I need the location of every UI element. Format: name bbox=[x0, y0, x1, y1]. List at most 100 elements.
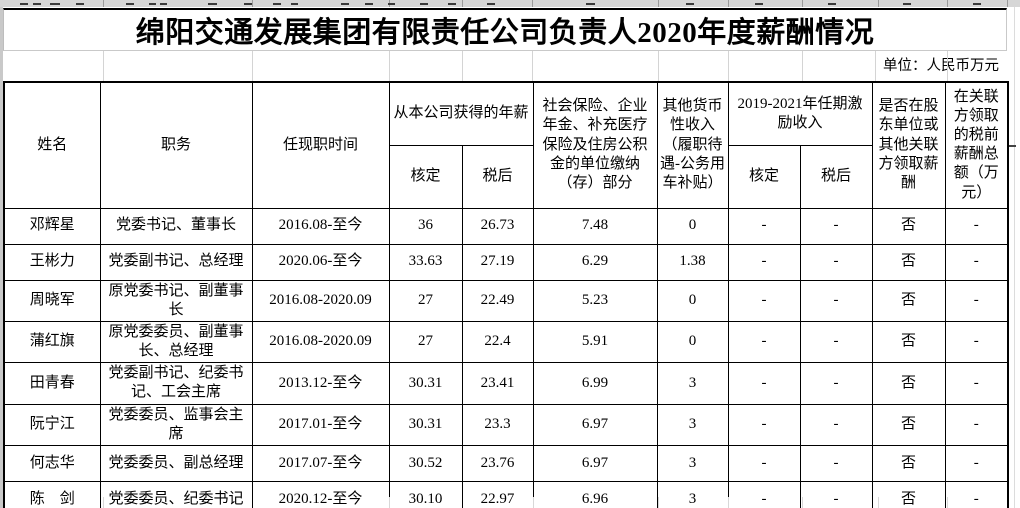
cell-other-income: 3 bbox=[656, 362, 729, 405]
table-row: 周晓军 原党委书记、副董事长 2016.08-2020.09 27 22.49 … bbox=[3, 279, 1009, 322]
col-header-position: 职务 bbox=[99, 81, 253, 209]
cell-incentive-approved: - bbox=[727, 279, 801, 322]
cell-after-tax: 23.76 bbox=[461, 445, 534, 482]
cell-approved: 30.31 bbox=[388, 362, 463, 405]
clipped-text-fragment bbox=[973, 3, 981, 5]
table-row: 何志华 党委委员、副总经理 2017.07-至今 30.52 23.76 6.9… bbox=[3, 445, 1009, 482]
table-row: 邓辉星 党委书记、董事长 2016.08-至今 36 26.73 7.48 0 … bbox=[3, 207, 1009, 245]
clipped-text-fragment bbox=[341, 3, 349, 5]
col-header-other-income: 其他货币性收入（履职待遇-公务用车补贴） bbox=[656, 81, 729, 209]
cell-name: 阮宁江 bbox=[3, 403, 101, 447]
cell-incentive-approved: - bbox=[727, 481, 801, 508]
cell-approved: 30.52 bbox=[388, 445, 463, 482]
sheet-gridline bbox=[252, 51, 253, 81]
clipped-cell-divider bbox=[103, 0, 104, 7]
sheet-gridline bbox=[875, 51, 876, 81]
clipped-cell-divider bbox=[728, 0, 729, 7]
cell-related-total: - bbox=[944, 445, 1009, 482]
clipped-text-fragment bbox=[33, 3, 41, 5]
page-left-edge bbox=[0, 7, 3, 508]
clipped-text-fragment bbox=[244, 3, 252, 5]
cell-approved: 27 bbox=[388, 279, 463, 322]
cell-after-tax: 23.41 bbox=[461, 362, 534, 405]
sheet-gridline-stub bbox=[802, 497, 803, 508]
cell-other-income: 0 bbox=[656, 207, 729, 245]
col-header-approved: 核定 bbox=[388, 144, 463, 209]
clipped-text-fragment bbox=[208, 3, 217, 5]
cell-incentive-approved: - bbox=[727, 362, 801, 405]
sheet-gridline bbox=[658, 51, 659, 81]
cell-incentive-approved: - bbox=[727, 403, 801, 447]
cell-after-tax: 27.19 bbox=[461, 243, 534, 281]
clipped-text-fragment bbox=[420, 3, 428, 5]
cell-position: 党委书记、董事长 bbox=[99, 207, 253, 245]
cell-approved: 33.63 bbox=[388, 243, 463, 281]
clipped-text-fragment bbox=[76, 3, 84, 5]
cell-other-income: 3 bbox=[656, 481, 729, 508]
cell-incentive-approved: - bbox=[727, 243, 801, 281]
cell-position: 党委委员、监事会主席 bbox=[99, 403, 253, 447]
table-row: 田青春 党委副书记、纪委书记、工会主席 2013.12-至今 30.31 23.… bbox=[3, 362, 1009, 405]
col-header-incentive-approved: 核定 bbox=[727, 144, 801, 209]
clipped-text-fragment bbox=[448, 3, 456, 5]
col-header-related-party-total: 在关联方领取的税前薪酬总额（万元） bbox=[944, 81, 1009, 209]
table-row: 王彬力 党委副书记、总经理 2020.06-至今 33.63 27.19 6.2… bbox=[3, 243, 1009, 281]
cell-related-party: 否 bbox=[871, 481, 946, 508]
sheet-gridline bbox=[532, 51, 533, 81]
sheet-gridline-stub bbox=[728, 497, 729, 508]
cell-social-insurance: 7.48 bbox=[532, 207, 658, 245]
salary-table: 姓名 职务 任现职时间 从本公司获得的年薪 社会保险、企业年金、补充医疗保险及住… bbox=[3, 81, 1010, 508]
clipped-cell-divider bbox=[252, 0, 253, 7]
sheet-gridline-right bbox=[1014, 7, 1015, 508]
clipped-text-fragment bbox=[149, 3, 156, 5]
cell-position: 党委副书记、纪委书记、工会主席 bbox=[99, 362, 253, 405]
clipped-text-fragment bbox=[365, 3, 373, 5]
cell-social-insurance: 6.96 bbox=[532, 481, 658, 508]
clipped-cell-divider bbox=[532, 0, 533, 7]
sheet-gridline-stub bbox=[878, 497, 879, 508]
sheet-gridline-stub bbox=[389, 497, 390, 508]
cell-position: 党委委员、副总经理 bbox=[99, 445, 253, 482]
table-row: 陈 剑 党委委员、纪委书记 2020.12-至今 30.10 22.97 6.9… bbox=[3, 481, 1009, 508]
cell-social-insurance: 6.29 bbox=[532, 243, 658, 281]
cell-tenure: 2017.01-至今 bbox=[251, 403, 390, 447]
sheet-gridline-stub bbox=[947, 497, 948, 508]
clipped-text-fragment bbox=[586, 3, 595, 5]
cell-related-party: 否 bbox=[871, 403, 946, 447]
cell-tenure: 2013.12-至今 bbox=[251, 362, 390, 405]
cell-related-party: 否 bbox=[871, 243, 946, 281]
cell-related-total: - bbox=[944, 320, 1009, 364]
clipped-text-fragment bbox=[487, 3, 495, 5]
cell-tenure: 2020.06-至今 bbox=[251, 243, 390, 281]
cell-after-tax: 22.49 bbox=[461, 279, 534, 322]
cell-tenure: 2020.12-至今 bbox=[251, 481, 390, 508]
cell-related-party: 否 bbox=[871, 445, 946, 482]
cell-incentive-after-tax: - bbox=[799, 445, 873, 482]
clipped-dash-mark bbox=[1009, 145, 1016, 147]
cell-name: 陈 剑 bbox=[3, 481, 101, 508]
cell-other-income: 3 bbox=[656, 403, 729, 447]
cell-related-party: 否 bbox=[871, 279, 946, 322]
page-title: 绵阳交通发展集团有限责任公司负责人2020年度薪酬情况 bbox=[135, 17, 875, 49]
clipped-text-fragment bbox=[160, 3, 167, 5]
clipped-text-fragment bbox=[828, 3, 836, 5]
cell-related-total: - bbox=[944, 362, 1009, 405]
sheet-gridline bbox=[802, 51, 803, 81]
cell-approved: 36 bbox=[388, 207, 463, 245]
clipped-text-fragment bbox=[291, 3, 298, 5]
cell-approved: 30.10 bbox=[388, 481, 463, 508]
clipped-cell-divider bbox=[878, 0, 879, 7]
cell-incentive-after-tax: - bbox=[799, 481, 873, 508]
header-row-2: 核定 税后 核定 税后 bbox=[4, 144, 1008, 209]
cell-incentive-after-tax: - bbox=[799, 403, 873, 447]
clipped-text-fragment bbox=[388, 3, 395, 5]
cell-other-income: 0 bbox=[656, 279, 729, 322]
col-header-incentive-after-tax: 税后 bbox=[799, 144, 873, 209]
sheet-gridline bbox=[462, 51, 463, 81]
clipped-text-fragment bbox=[273, 3, 281, 5]
cell-incentive-approved: - bbox=[727, 320, 801, 364]
cell-name: 周晓军 bbox=[3, 279, 101, 322]
col-header-after-tax: 税后 bbox=[461, 144, 534, 209]
col-header-social-insurance: 社会保险、企业年金、补充医疗保险及住房公积金的单位缴纳（存）部分 bbox=[532, 81, 658, 209]
